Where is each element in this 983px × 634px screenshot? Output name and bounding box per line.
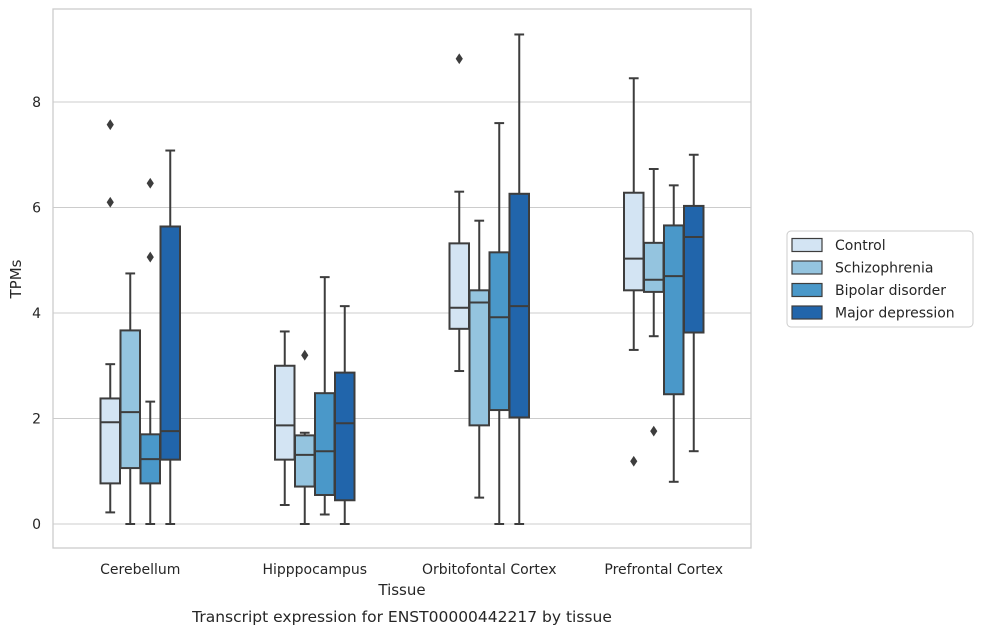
box-bipolar-disorder-0 <box>139 177 161 525</box>
box-body <box>274 364 296 461</box>
legend-swatch <box>791 260 823 275</box>
box-major-depression-0 <box>159 149 181 525</box>
legend-label: Schizophrenia <box>835 261 933 277</box>
legend-label: Bipolar disorder <box>835 283 946 299</box>
box-body <box>294 434 316 488</box>
box-control-1 <box>274 330 296 507</box>
legend: Control Schizophrenia Bipolar disorder Majo… <box>786 230 974 328</box>
outlier-point <box>106 196 114 208</box>
box-body <box>159 225 181 461</box>
box-body <box>488 251 510 412</box>
box-bipolar-disorder-1 <box>314 276 336 516</box>
legend-swatch <box>791 305 823 320</box>
box-body <box>99 397 121 485</box>
y-tick-label: 2 <box>32 412 41 428</box>
legend-swatch <box>791 282 823 298</box>
y-tick-label: 8 <box>32 95 41 111</box>
boxes <box>99 33 705 525</box>
y-tick-label: 6 <box>32 201 41 217</box>
box-body <box>334 371 356 502</box>
legend-item: Control <box>791 237 886 254</box>
outlier-point <box>106 119 114 131</box>
box-schizophrenia-0 <box>119 272 141 525</box>
box-body <box>663 224 685 396</box>
legend-item: Schizophrenia <box>791 260 933 277</box>
box-bipolar-disorder-2 <box>488 122 510 525</box>
box-body <box>683 204 705 334</box>
outlier-point <box>146 251 154 263</box>
x-tick-label: Orbitofontal Cortex <box>422 562 557 578</box>
y-ticks: 0 2 4 6 8 <box>32 95 41 533</box>
outlier-point <box>455 53 463 65</box>
x-tick-label: Hipppocampus <box>262 562 367 578</box>
box-body <box>119 329 141 470</box>
box-body <box>468 289 490 427</box>
x-tick-label: Prefrontal Cortex <box>604 562 723 578</box>
legend-item: Major depression <box>791 305 955 322</box>
box-body <box>314 392 336 496</box>
legend-label: Major depression <box>835 306 955 322</box>
legend-swatch <box>791 237 823 253</box>
y-tick-label: 4 <box>32 306 41 322</box>
box-schizophrenia-2 <box>468 219 490 499</box>
box-body <box>643 241 665 293</box>
y-axis-label: TPMs <box>7 259 25 299</box>
y-tick-label: 0 <box>32 517 41 533</box>
box-schizophrenia-3 <box>643 167 665 437</box>
box-body <box>448 242 470 330</box>
chart-caption: Transcript expression for ENST0000044221… <box>191 608 612 626</box>
outlier-point <box>630 455 638 467</box>
legend-item: Bipolar disorder <box>791 282 946 299</box>
box-major-depression-1 <box>334 305 356 525</box>
box-body <box>623 191 645 292</box>
x-tick-label: Cerebellum <box>100 562 180 578</box>
outlier-point <box>146 177 154 189</box>
box-control-0 <box>99 119 121 514</box>
legend-frame <box>786 230 974 328</box>
plot-frame <box>52 8 752 549</box>
legend-label: Control <box>835 238 886 254</box>
box-control-2 <box>448 53 470 373</box>
box-major-depression-2 <box>508 33 530 525</box>
outlier-point <box>650 425 658 437</box>
x-ticks: Cerebellum Hipppocampus Orbitofontal Corte… <box>100 562 723 578</box>
x-axis-label: Tissue <box>377 581 425 599</box>
box-major-depression-3 <box>683 153 705 453</box>
outlier-point <box>301 349 309 361</box>
box-control-3 <box>623 77 645 467</box>
